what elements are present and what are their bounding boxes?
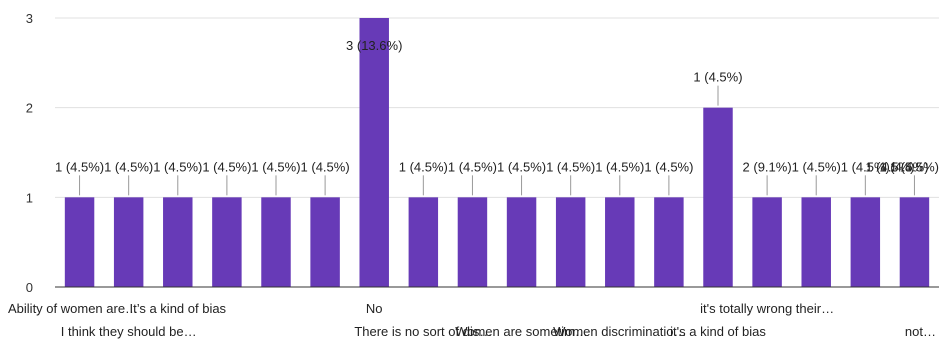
x-category-label: it's a kind of bias (670, 324, 766, 339)
y-tick-label: 1 (26, 190, 33, 205)
bar[interactable] (408, 197, 439, 287)
x-category-label: There is no sort of dis… (354, 324, 492, 339)
data-label: 1 (4.5%) (865, 159, 914, 174)
data-label: 1 (4.5%) (301, 159, 350, 174)
bar[interactable] (752, 197, 782, 287)
data-label: 1 (4.5%) (497, 159, 546, 174)
data-label: 1 (4.5%) (104, 159, 153, 174)
data-label: 1 (4.5%) (546, 159, 595, 174)
data-label: 1 (4.5%) (879, 159, 928, 174)
data-label: 1 (4.5%) (595, 159, 644, 174)
data-label: 1 (4.5%) (448, 159, 497, 174)
x-category-label: No (366, 301, 383, 316)
x-category-label: It’s a kind of bias (129, 301, 226, 316)
bar[interactable] (506, 197, 537, 287)
bar[interactable] (605, 197, 635, 287)
bar[interactable] (703, 107, 733, 288)
data-label: 1 (4.5%) (399, 159, 448, 174)
bar[interactable] (261, 197, 291, 287)
bar[interactable] (359, 18, 389, 287)
data-label: 3 (13.6%) (346, 38, 402, 53)
bar[interactable] (555, 197, 586, 287)
bar[interactable] (113, 197, 144, 287)
bars (64, 18, 930, 288)
data-label: 1 (4.5%) (693, 70, 742, 85)
x-category-label: Ability of women are… (8, 301, 138, 316)
bar[interactable] (310, 197, 340, 287)
data-label: 1 (4.5%) (153, 159, 202, 174)
bar[interactable] (163, 197, 193, 287)
x-category-label: Women discriminatio… (553, 324, 686, 339)
bar[interactable] (457, 197, 488, 287)
bar[interactable] (801, 197, 831, 287)
x-category-label: it's totally wrong their… (700, 301, 834, 316)
y-tick-label: 0 (26, 280, 33, 295)
data-label: 1 (4.5%) (644, 159, 693, 174)
data-label: 2 (9.1%) (743, 159, 792, 174)
data-labels: 1 (4.5%) 1 (4.5%) 1 (4.5%) 1 (4.5%) 1 (4.5%)… (55, 38, 939, 196)
data-label: 1 (4.5%) (55, 159, 104, 174)
x-axis-labels: Ability of women are… I think they should… (8, 301, 936, 339)
y-tick-label: 2 (26, 101, 33, 116)
x-category-label: not… (905, 324, 936, 339)
x-category-label: Women are sometim… (455, 324, 588, 339)
y-axis-ticks: 0 1 2 3 (26, 11, 33, 295)
x-category-label: I think they should be… (61, 324, 197, 339)
data-label: 1 (4.5%) (841, 159, 890, 174)
bar[interactable] (212, 197, 242, 287)
bar[interactable] (654, 197, 684, 287)
data-label: 1 (4.5%) (202, 159, 251, 174)
data-label: 1 (4.5%) (251, 159, 300, 174)
data-label: 1 (4.5%) (792, 159, 841, 174)
data-label: 1 (4.5%) (890, 159, 939, 174)
bar[interactable] (850, 197, 881, 287)
bar[interactable] (64, 197, 95, 287)
y-tick-label: 3 (26, 11, 33, 26)
bar[interactable] (899, 197, 930, 287)
